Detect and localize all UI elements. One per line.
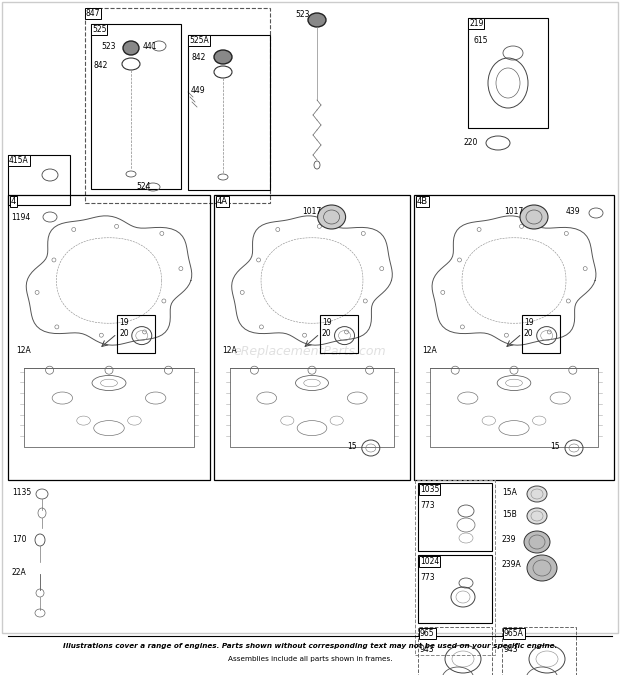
Bar xyxy=(418,627,492,675)
Text: 523: 523 xyxy=(101,42,115,51)
Bar xyxy=(468,18,548,128)
Text: 965: 965 xyxy=(420,629,435,638)
Text: 19: 19 xyxy=(119,318,129,327)
Bar xyxy=(415,480,495,655)
Text: 12A: 12A xyxy=(422,346,436,355)
Text: 20: 20 xyxy=(119,329,129,338)
Bar xyxy=(522,315,560,353)
Bar xyxy=(8,195,210,480)
Text: 1035: 1035 xyxy=(420,485,440,494)
Ellipse shape xyxy=(520,205,548,229)
Text: 1017: 1017 xyxy=(302,207,321,216)
Text: 943: 943 xyxy=(504,645,518,654)
Text: 773: 773 xyxy=(420,501,435,510)
Text: 615: 615 xyxy=(473,36,487,45)
Bar xyxy=(414,195,614,480)
Text: 773: 773 xyxy=(420,573,435,582)
Text: 12A: 12A xyxy=(222,346,237,355)
Text: 847: 847 xyxy=(86,9,100,18)
Text: 15: 15 xyxy=(550,442,560,451)
Text: 415A: 415A xyxy=(9,156,29,165)
Bar xyxy=(85,8,270,203)
Text: 220: 220 xyxy=(463,138,477,147)
Bar xyxy=(418,555,492,623)
Bar xyxy=(8,155,70,205)
Text: 15B: 15B xyxy=(502,510,516,519)
Text: 449: 449 xyxy=(191,86,206,95)
Text: 20: 20 xyxy=(322,329,332,338)
Bar xyxy=(188,35,270,190)
Text: 943: 943 xyxy=(420,645,435,654)
Text: 219: 219 xyxy=(469,19,484,28)
Ellipse shape xyxy=(524,531,550,553)
Text: 441: 441 xyxy=(143,42,157,51)
Ellipse shape xyxy=(308,13,326,27)
Ellipse shape xyxy=(214,50,232,64)
Bar xyxy=(214,195,410,480)
Text: 239: 239 xyxy=(502,535,516,544)
Text: 170: 170 xyxy=(12,535,27,544)
Text: 19: 19 xyxy=(524,318,534,327)
Bar xyxy=(91,24,181,189)
Text: 19: 19 xyxy=(322,318,332,327)
Text: Assemblies include all parts shown in frames.: Assemblies include all parts shown in fr… xyxy=(228,656,392,662)
Text: eReplacementParts.com: eReplacementParts.com xyxy=(234,344,386,358)
Ellipse shape xyxy=(527,508,547,524)
Text: 439: 439 xyxy=(566,207,580,216)
Text: 12A: 12A xyxy=(16,346,31,355)
Text: 22A: 22A xyxy=(12,568,27,577)
Text: 842: 842 xyxy=(191,53,205,62)
Text: 524: 524 xyxy=(136,182,151,191)
Ellipse shape xyxy=(317,205,345,229)
Text: 4A: 4A xyxy=(217,197,228,206)
Text: 523: 523 xyxy=(295,10,309,19)
Text: Illustrations cover a range of engines. Parts shown without corresponding text m: Illustrations cover a range of engines. … xyxy=(63,643,557,649)
Bar xyxy=(117,315,155,353)
Text: 15: 15 xyxy=(347,442,357,451)
Text: 4B: 4B xyxy=(417,197,428,206)
Text: 525A: 525A xyxy=(189,36,209,45)
Text: 1135: 1135 xyxy=(12,488,31,497)
Bar xyxy=(320,315,358,353)
Text: 239A: 239A xyxy=(502,560,522,569)
Text: 15A: 15A xyxy=(502,488,517,497)
Text: 525: 525 xyxy=(92,25,107,34)
Text: 1017: 1017 xyxy=(504,207,523,216)
Text: 20: 20 xyxy=(524,329,534,338)
Ellipse shape xyxy=(527,486,547,502)
Ellipse shape xyxy=(527,555,557,581)
Text: 1194: 1194 xyxy=(11,213,30,222)
Text: 1024: 1024 xyxy=(420,557,439,566)
Bar xyxy=(502,627,576,675)
Bar xyxy=(418,483,492,551)
Text: 965A: 965A xyxy=(504,629,524,638)
Text: 842: 842 xyxy=(94,61,108,70)
Ellipse shape xyxy=(123,41,139,55)
Text: 4: 4 xyxy=(11,197,16,206)
